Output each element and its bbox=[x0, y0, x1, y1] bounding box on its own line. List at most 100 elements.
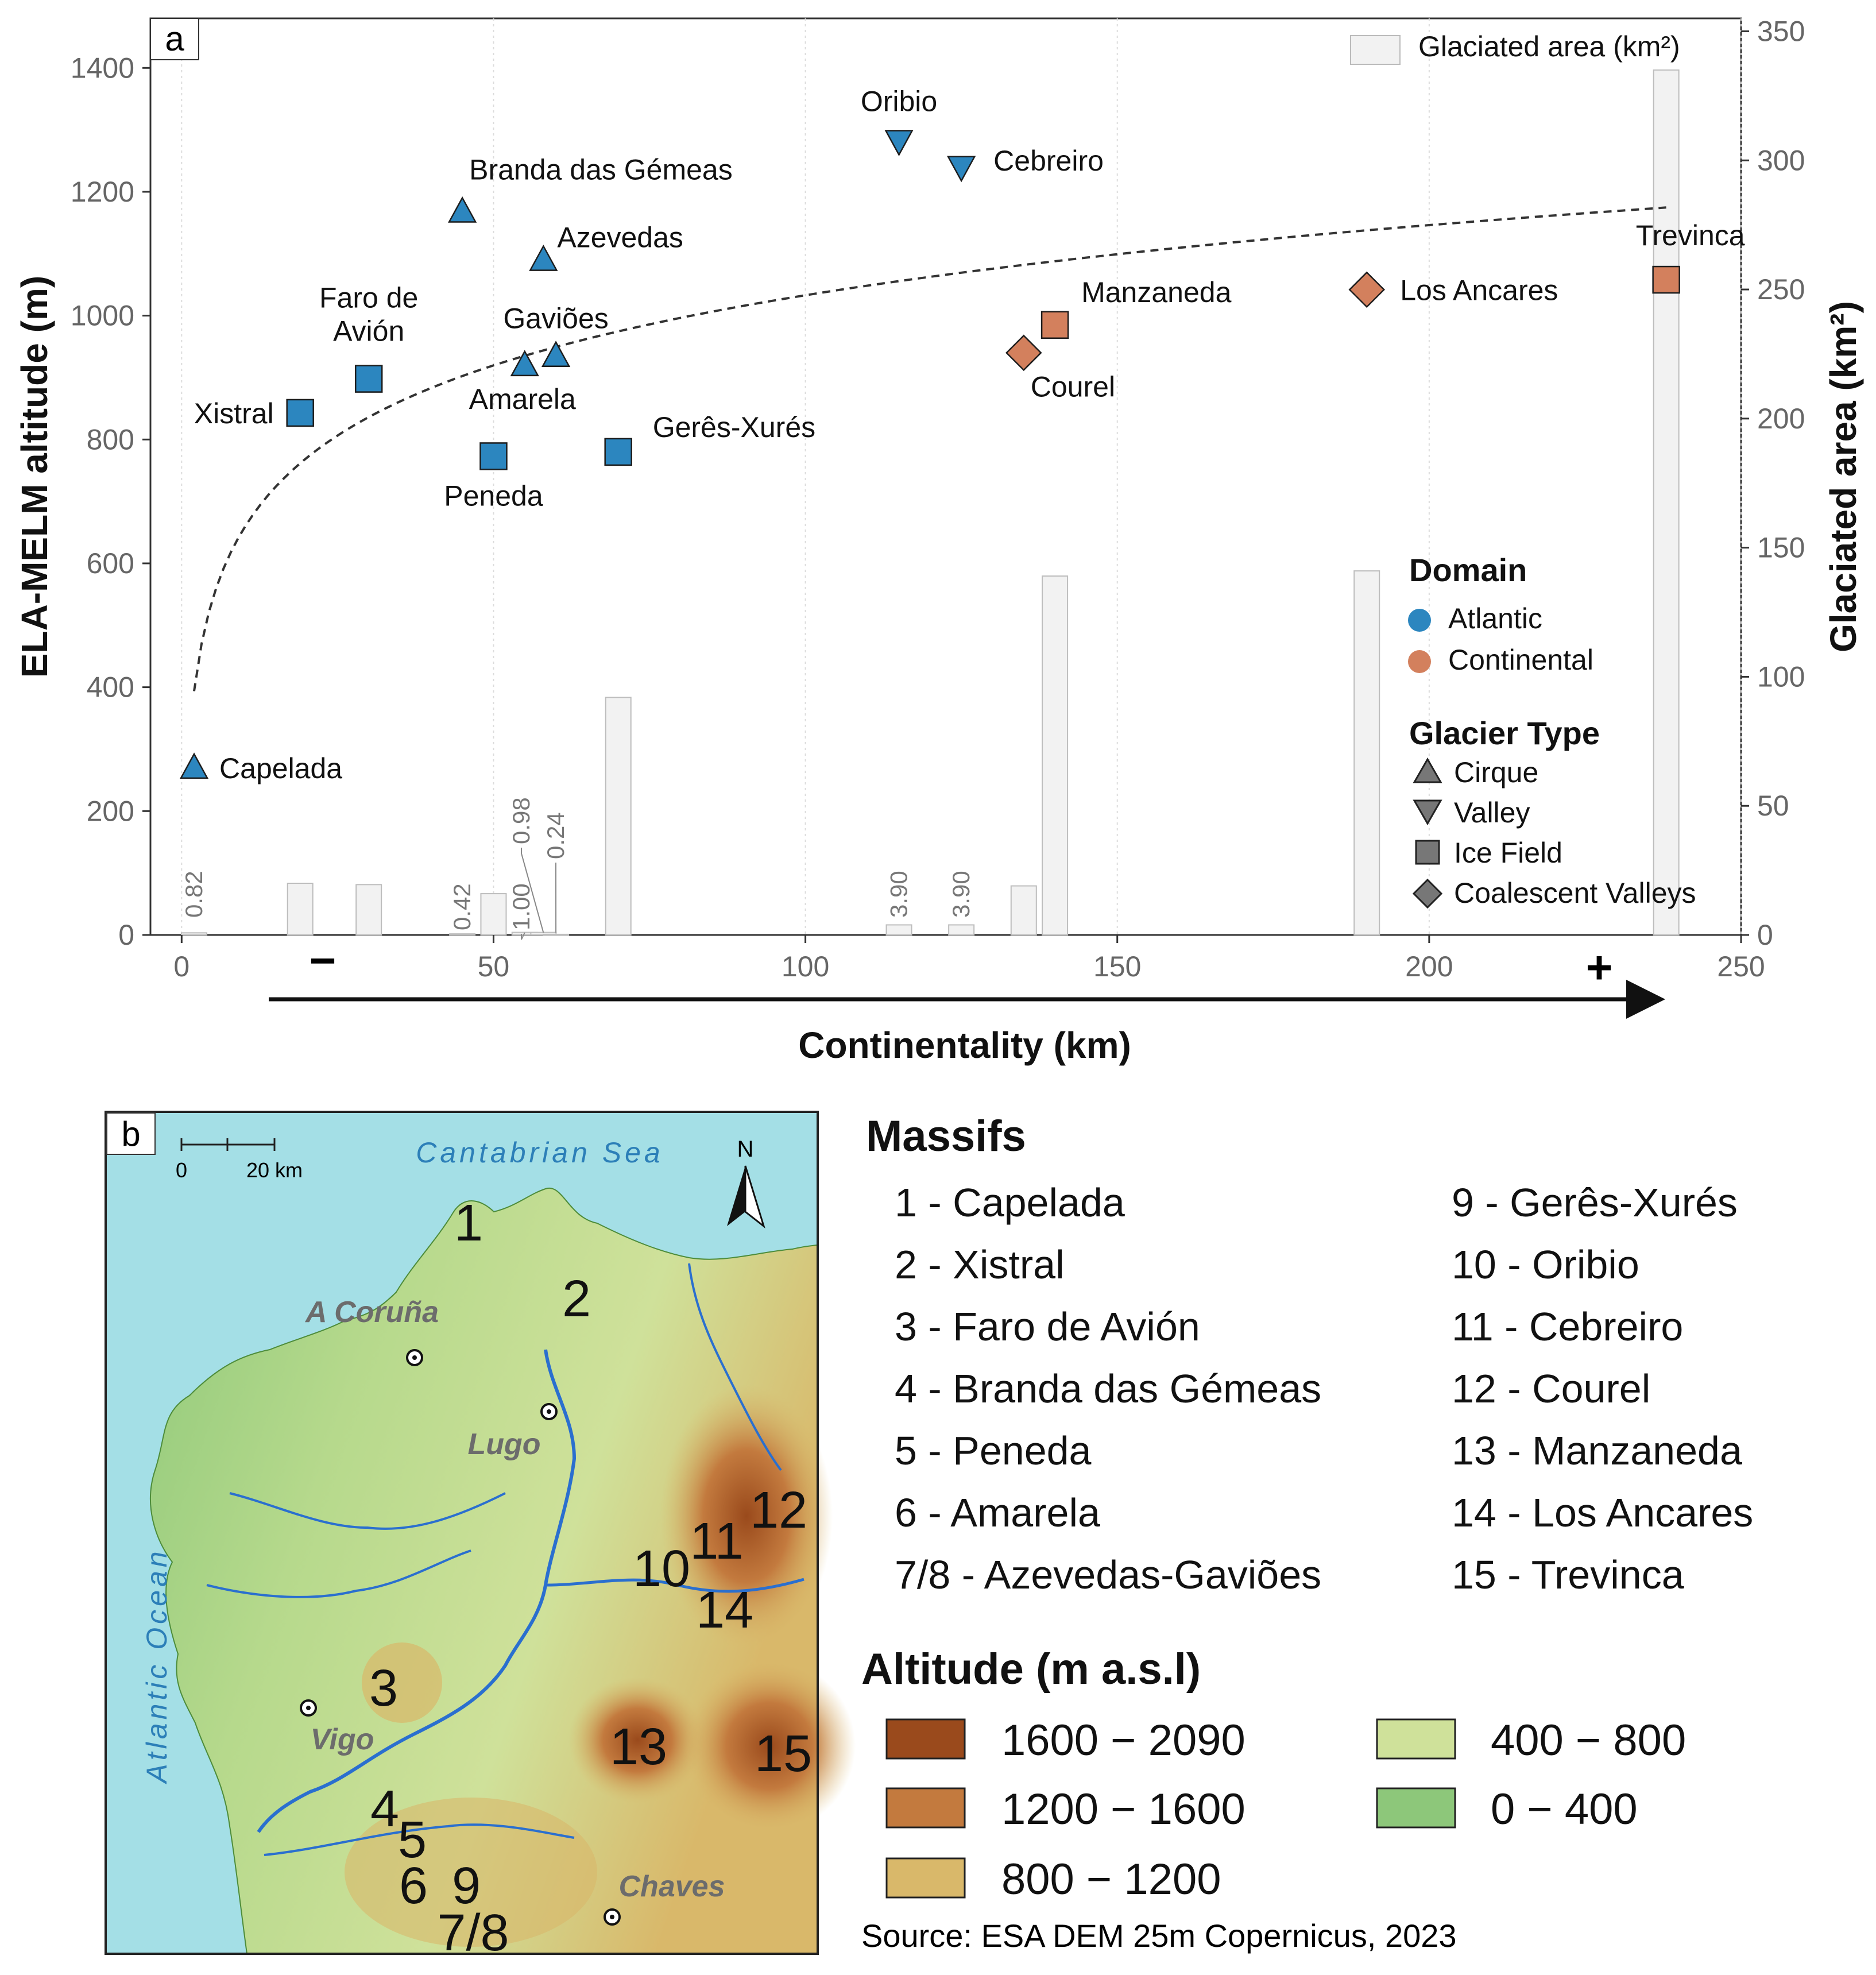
legend-continental: Continental bbox=[1448, 644, 1593, 676]
source-note: Source: ESA DEM 25m Copernicus, 2023 bbox=[861, 1918, 1457, 1954]
legend-atlantic: Atlantic bbox=[1448, 602, 1542, 635]
bar-value-label: 1.00 bbox=[508, 883, 535, 930]
y-tick-label: 600 bbox=[87, 547, 134, 579]
point-label: Los Ancares bbox=[1400, 274, 1558, 306]
altitude-label-1600: 1600 − 2090 bbox=[1001, 1716, 1245, 1765]
data-point bbox=[604, 438, 632, 466]
plot-area bbox=[149, 17, 1742, 936]
bar-label-leader bbox=[521, 932, 525, 940]
massif-entry: 14 - Los Ancares bbox=[1452, 1490, 1753, 1535]
map-river-ulla bbox=[206, 1549, 471, 1598]
map-frame bbox=[105, 1111, 819, 1955]
arrow-head bbox=[1626, 980, 1665, 1019]
map-number-7-8: 7/8 bbox=[437, 1904, 509, 1962]
map-number-5: 5 bbox=[398, 1811, 427, 1869]
data-point bbox=[1040, 311, 1069, 339]
legend-bar-swatch bbox=[1350, 35, 1401, 65]
point-label: Gerês-Xurés bbox=[653, 411, 815, 443]
bar-value-label: 0.98 bbox=[508, 797, 535, 844]
legend-continental-swatch bbox=[1408, 650, 1431, 673]
altitude-label-1200: 1200 − 1600 bbox=[1001, 1785, 1245, 1834]
bar-value-label: 0.42 bbox=[448, 883, 475, 930]
altitude-legend: Altitude (m a.s.l) 1600 − 2090 1200 − 16… bbox=[861, 1645, 1686, 1954]
y-tick-label: 1200 bbox=[71, 176, 134, 208]
point-label: Faro de bbox=[319, 282, 418, 314]
point-label: Xistral bbox=[194, 397, 274, 430]
y2-tick-label: 200 bbox=[1757, 403, 1805, 435]
x-axis-ticks: 0 50 100 150 200 250 bbox=[173, 935, 1765, 983]
bar-label-leader bbox=[521, 848, 544, 933]
y-tick-label: 400 bbox=[87, 671, 134, 704]
altitude-swatch-1200 bbox=[885, 1787, 966, 1829]
y2-tick-label: 250 bbox=[1757, 273, 1805, 306]
map-number-14: 14 bbox=[696, 1582, 753, 1639]
arrow-plus: + bbox=[1586, 942, 1613, 993]
x-tick-label: 250 bbox=[1717, 950, 1765, 983]
map-number-9: 9 bbox=[452, 1857, 481, 1915]
city-vigo: Vigo bbox=[300, 1699, 374, 1756]
city-a-coruna: A Coruña bbox=[304, 1296, 439, 1366]
map-river-sil bbox=[545, 1578, 804, 1593]
north-label: N bbox=[737, 1137, 754, 1162]
bar-labels: 0.82 0.42 1.00 0.98 0.24 3.90 3.90 bbox=[180, 797, 974, 940]
map-number-6: 6 bbox=[399, 1857, 428, 1915]
y2-axis-ticks: 0 50 100 150 200 250 300 350 bbox=[1741, 15, 1805, 951]
massif-entry: 6 - Amarela bbox=[895, 1490, 1100, 1535]
legend-cirque: Cirque bbox=[1454, 756, 1538, 789]
data-point bbox=[354, 365, 383, 393]
area-bar bbox=[449, 933, 476, 936]
point-label: Amarela bbox=[469, 383, 576, 415]
y-tick-label: 1000 bbox=[71, 300, 134, 332]
area-bar bbox=[181, 932, 208, 936]
point-label: Manzaneda bbox=[1081, 276, 1231, 308]
y2-tick-label: 100 bbox=[1757, 660, 1805, 693]
massif-entry: 2 - Xistral bbox=[895, 1242, 1065, 1287]
panel-a-chart: 0.82 0.42 1.00 0.98 0.24 3.90 3.90 Capelada Xis… bbox=[14, 15, 1864, 1066]
y-axis-ticks: 0 200 400 600 800 1000 1200 1400 bbox=[71, 52, 150, 951]
data-point bbox=[179, 752, 209, 779]
legend-coalescent: Coalescent Valleys bbox=[1454, 877, 1696, 909]
legend-coalescent-swatch bbox=[1412, 878, 1443, 909]
legend-atlantic-swatch bbox=[1408, 609, 1431, 632]
point-label: Azevedas bbox=[557, 222, 683, 254]
x-tick-label: 100 bbox=[782, 950, 829, 983]
bar-value-label: 3.90 bbox=[885, 871, 912, 918]
area-bar bbox=[480, 893, 507, 936]
massif-entry: 3 - Faro de Avión bbox=[895, 1304, 1200, 1349]
map-river-north bbox=[688, 1263, 782, 1471]
map-number-2: 2 bbox=[562, 1270, 591, 1328]
data-point bbox=[541, 341, 571, 367]
map-relief-faro bbox=[362, 1642, 442, 1723]
massif-entry: 1 - Capelada bbox=[895, 1180, 1125, 1225]
map-number-12: 12 bbox=[750, 1482, 807, 1539]
panel-b-map: b 0 20 km N Cantabrian Sea Atlantic Ocea… bbox=[105, 1111, 856, 1962]
area-bar bbox=[948, 924, 975, 936]
map-relief-manzaneda bbox=[568, 1677, 706, 1803]
massif-entry: 13 - Manzaneda bbox=[1452, 1428, 1742, 1473]
map-scale-bar bbox=[180, 1138, 276, 1151]
data-point bbox=[510, 350, 539, 377]
massif-entry: 12 - Courel bbox=[1452, 1366, 1650, 1411]
map-river-lima bbox=[264, 1823, 575, 1856]
bar-value-label: 0.82 bbox=[180, 871, 207, 918]
point-label: Capelada bbox=[219, 752, 342, 784]
massif-entry: 11 - Cebreiro bbox=[1452, 1304, 1683, 1349]
altitude-label-800: 800 − 1200 bbox=[1001, 1855, 1221, 1904]
legend-valley-swatch bbox=[1413, 799, 1442, 826]
map-number-10: 10 bbox=[633, 1540, 690, 1598]
massifs-legend: Massifs 1 - Capelada 2 - Xistral 3 - Faro … bbox=[866, 1112, 1753, 1597]
point-label: Trevinca bbox=[1636, 219, 1745, 252]
data-points bbox=[179, 130, 1680, 779]
data-point bbox=[947, 156, 976, 183]
map-number-11: 11 bbox=[690, 1513, 743, 1570]
massif-entry: 15 - Trevinca bbox=[1452, 1552, 1684, 1597]
point-label: Branda das Gémeas bbox=[469, 153, 733, 185]
y2-tick-label: 350 bbox=[1757, 15, 1805, 47]
point-label: Peneda bbox=[444, 480, 543, 512]
data-point bbox=[1005, 334, 1042, 372]
map-number-1: 1 bbox=[454, 1195, 483, 1252]
trend-line bbox=[193, 206, 1666, 691]
point-label: Courel bbox=[1031, 370, 1115, 403]
altitude-label-0: 0 − 400 bbox=[1491, 1785, 1638, 1834]
massifs-title: Massifs bbox=[866, 1112, 1026, 1161]
